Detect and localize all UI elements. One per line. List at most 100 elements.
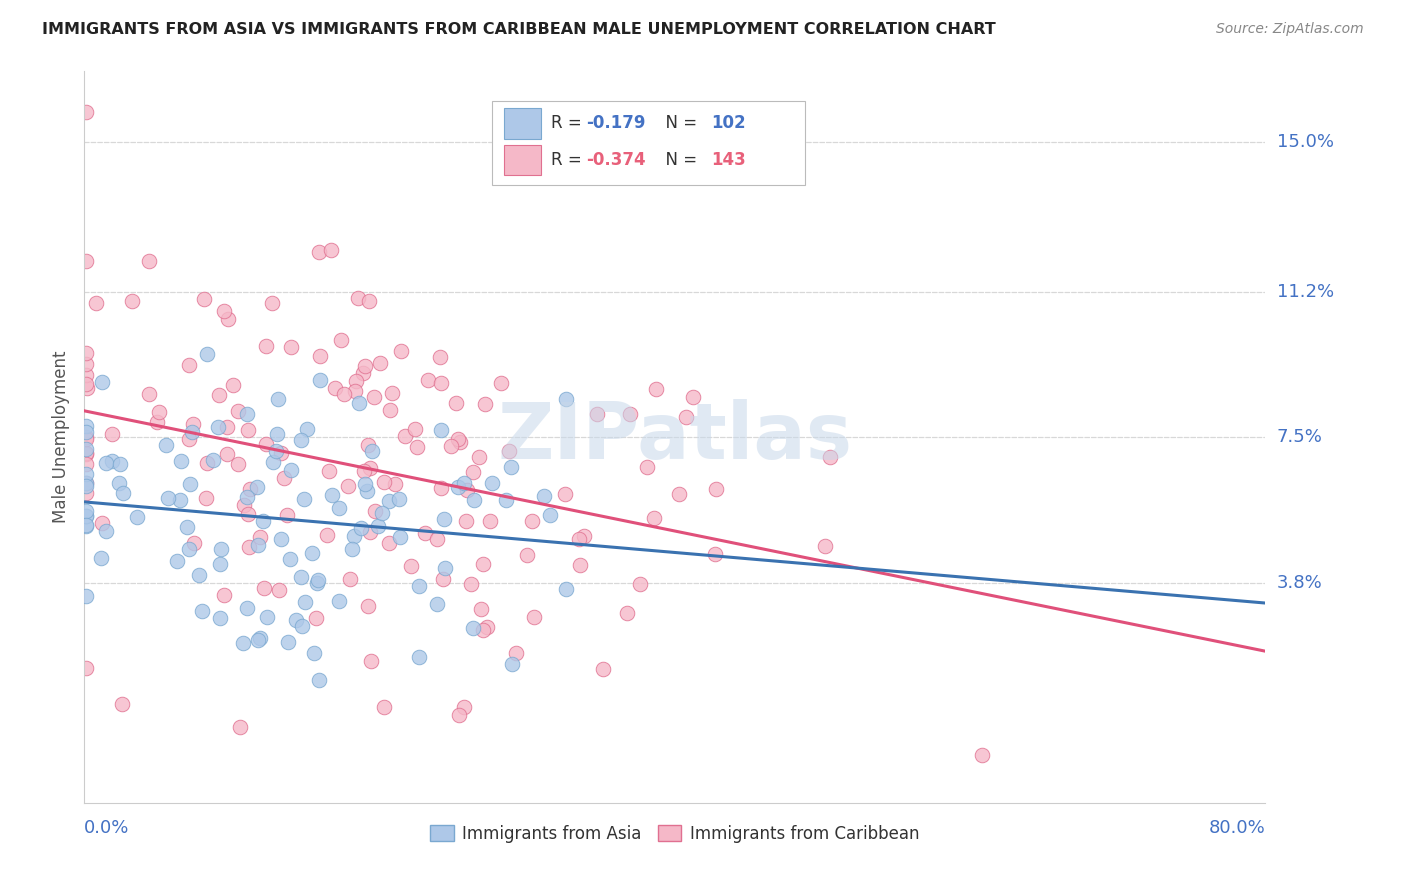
- Point: [413, 525, 436, 540]
- Point: [470, 602, 492, 616]
- Point: [325, 381, 347, 395]
- Point: [270, 445, 292, 459]
- Point: [818, 450, 841, 464]
- Point: [75, 508, 97, 523]
- Text: Source: ZipAtlas.com: Source: ZipAtlas.com: [1216, 22, 1364, 37]
- Point: [344, 384, 367, 398]
- Point: [75, 105, 97, 120]
- Point: [463, 492, 485, 507]
- Point: [433, 512, 456, 526]
- Point: [378, 402, 401, 417]
- Point: [499, 460, 522, 475]
- Point: [478, 514, 501, 528]
- Point: [505, 646, 527, 660]
- Point: [426, 598, 449, 612]
- Point: [682, 390, 704, 404]
- Point: [538, 508, 561, 523]
- Point: [453, 475, 475, 490]
- Point: [170, 454, 193, 468]
- Point: [226, 404, 249, 418]
- Point: [270, 532, 292, 546]
- Point: [373, 475, 395, 489]
- Point: [75, 446, 97, 460]
- Text: N =: N =: [655, 114, 702, 132]
- Point: [75, 508, 97, 523]
- Point: [533, 490, 555, 504]
- Point: [75, 430, 97, 444]
- Point: [308, 673, 330, 688]
- Point: [404, 422, 426, 436]
- Point: [343, 529, 366, 543]
- Point: [96, 524, 118, 538]
- Point: [394, 428, 416, 442]
- Point: [191, 604, 214, 618]
- Point: [276, 508, 298, 523]
- Point: [342, 541, 364, 556]
- Point: [75, 476, 97, 491]
- Point: [217, 312, 239, 326]
- Point: [193, 292, 215, 306]
- Point: [166, 554, 188, 568]
- Point: [309, 373, 332, 387]
- Point: [703, 547, 725, 561]
- Point: [592, 662, 614, 676]
- Point: [308, 349, 330, 363]
- Point: [75, 432, 97, 446]
- Point: [426, 532, 449, 546]
- Point: [367, 519, 389, 533]
- Point: [432, 572, 454, 586]
- FancyBboxPatch shape: [503, 108, 541, 138]
- Point: [94, 456, 117, 470]
- Point: [273, 471, 295, 485]
- Y-axis label: Male Unemployment: Male Unemployment: [52, 351, 70, 524]
- Point: [181, 425, 204, 439]
- Point: [359, 525, 381, 540]
- Point: [179, 477, 201, 491]
- Point: [319, 243, 342, 257]
- Point: [350, 521, 373, 535]
- Point: [814, 540, 837, 554]
- Text: 102: 102: [711, 114, 747, 132]
- Point: [212, 303, 235, 318]
- Point: [356, 599, 378, 614]
- Point: [388, 492, 411, 507]
- Point: [704, 482, 727, 496]
- FancyBboxPatch shape: [503, 145, 541, 175]
- Point: [75, 425, 97, 439]
- Point: [449, 435, 471, 450]
- Point: [233, 498, 256, 512]
- Point: [363, 504, 385, 518]
- Point: [460, 577, 482, 591]
- Point: [249, 631, 271, 645]
- Point: [179, 541, 201, 556]
- Point: [554, 487, 576, 501]
- Point: [636, 460, 658, 475]
- Point: [305, 611, 328, 625]
- Point: [294, 595, 316, 609]
- Point: [378, 494, 401, 508]
- Point: [215, 447, 238, 461]
- Point: [76, 381, 98, 395]
- Point: [238, 508, 260, 522]
- Point: [453, 699, 475, 714]
- Point: [112, 486, 135, 500]
- Point: [468, 450, 491, 464]
- Point: [304, 646, 326, 660]
- Point: [75, 368, 97, 382]
- Point: [381, 386, 404, 401]
- Point: [970, 748, 993, 763]
- Point: [378, 536, 401, 550]
- Point: [75, 418, 97, 433]
- Point: [356, 483, 378, 498]
- Point: [373, 700, 395, 714]
- Point: [177, 433, 200, 447]
- Point: [292, 491, 315, 506]
- Point: [301, 546, 323, 560]
- Point: [169, 492, 191, 507]
- Point: [90, 516, 112, 530]
- Point: [291, 619, 314, 633]
- Legend: Immigrants from Asia, Immigrants from Caribbean: Immigrants from Asia, Immigrants from Ca…: [423, 818, 927, 849]
- Point: [280, 340, 302, 354]
- Point: [238, 423, 260, 437]
- Point: [228, 457, 250, 471]
